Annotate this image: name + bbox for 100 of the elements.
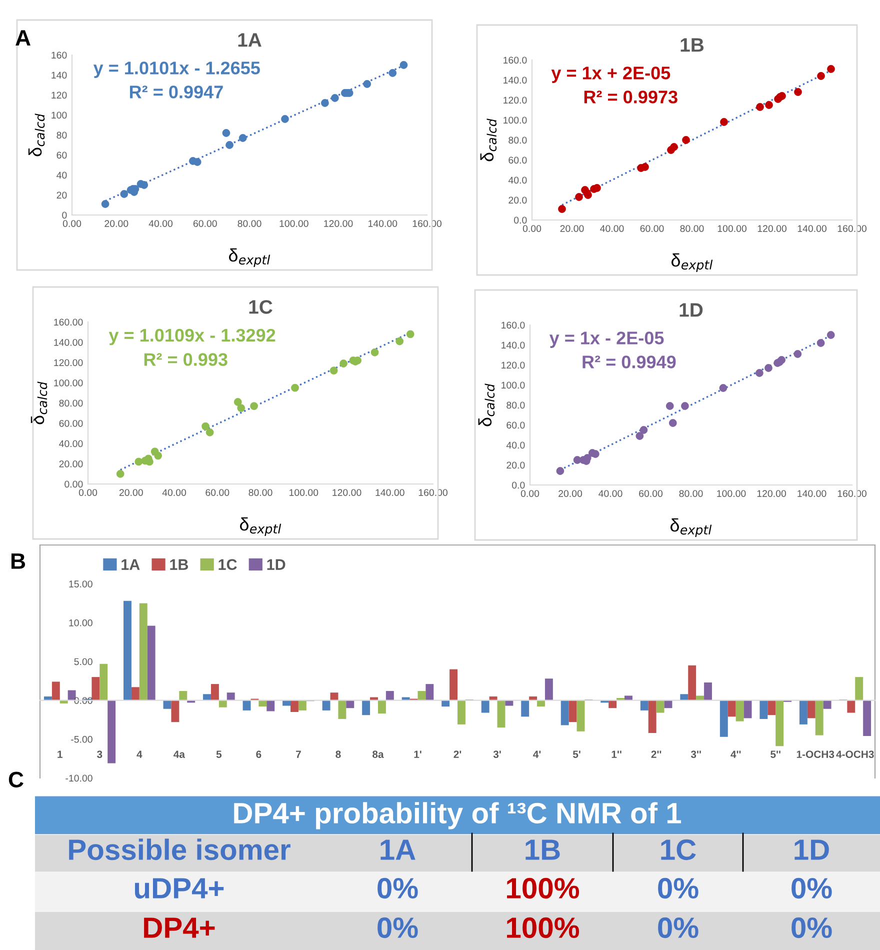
annotation: y = 1x + 2E-05 — [551, 66, 670, 83]
text: 0% — [792, 917, 832, 938]
chart-title: 1A — [238, 33, 262, 47]
y-tick-label: 40.0 — [506, 442, 525, 449]
annotation: R² = 0.993 — [144, 353, 228, 366]
legend-label: 1C — [218, 559, 237, 570]
x-tick-label: 40.00 — [162, 489, 186, 496]
x-tick-label: 2'' — [651, 750, 662, 758]
x-tick-label: 20.00 — [558, 490, 582, 497]
text: C — [8, 772, 24, 788]
y-tick-label: 160.0 — [502, 322, 525, 329]
y-tick-label: 80.00 — [59, 400, 83, 407]
y-tick-label: 120.0 — [502, 362, 525, 369]
x-tick-label: 2' — [454, 750, 462, 758]
x-tick-label: 80.00 — [680, 225, 704, 232]
y-tick-label: 100.00 — [54, 379, 83, 386]
x-tick-label: 6 — [256, 750, 262, 758]
y-tick-label: 100.0 — [502, 382, 525, 389]
x-tick-label: 5 — [216, 750, 222, 758]
x-tick-label: 80.00 — [679, 490, 703, 497]
x-tick-label: 5' — [572, 750, 580, 758]
x-tick-label: 1' — [414, 750, 422, 758]
x-axis-title: δ$_{exptl}$ — [670, 518, 712, 538]
y-tick-label: 80 — [56, 132, 67, 139]
y-tick-label: 20.0 — [508, 196, 527, 204]
y-tick-label: 140.0 — [504, 76, 527, 84]
category-label: DP4+ — [144, 918, 215, 938]
x-tick-label: 140.00 — [798, 225, 826, 232]
x-tick-label: 100.00 — [717, 490, 746, 497]
x-tick-label: 8a — [372, 750, 384, 758]
y-tick-label: 120.00 — [54, 359, 83, 366]
y-tick-label: 80.0 — [506, 402, 525, 409]
text: Possible isomer — [69, 838, 290, 860]
text: 0% — [378, 917, 418, 938]
y-tick-label: 15.00 — [69, 580, 92, 588]
annotation: R² = 0.9947 — [130, 86, 223, 98]
x-tick-label: 140.00 — [798, 490, 826, 497]
x-tick-label: 120.00 — [332, 489, 362, 496]
x-tick-label: 40.00 — [148, 220, 173, 227]
x-tick-label: 0.00 — [520, 490, 540, 497]
annotation: y = 1x - 2E-05 — [549, 332, 664, 348]
x-tick-label: 20.00 — [119, 489, 143, 496]
y-tick-label: 40 — [56, 172, 67, 179]
category-label: 1D — [794, 840, 829, 860]
y-tick-label: 20.0 — [506, 462, 525, 469]
x-tick-label: 60.00 — [206, 489, 230, 496]
legend-label: 1D — [267, 559, 286, 570]
x-tick-label: 60.00 — [193, 220, 217, 227]
annotation: y = 1.0109x - 1.3292 — [108, 328, 276, 346]
y-tick-label: 60.00 — [59, 420, 83, 427]
legend-label: 1A — [122, 559, 140, 570]
x-tick-label: 120.00 — [758, 225, 786, 232]
y-tick-label: 40.0 — [508, 176, 527, 184]
text: 0% — [658, 917, 698, 938]
text: DP4+ probability of ¹³C NMR of 1 — [234, 802, 682, 830]
x-axis-title: δ$_{exptl}$ — [228, 248, 270, 268]
y-axis-title: δ$_{calcd}$ — [480, 118, 497, 162]
x-tick-label: 100.00 — [718, 225, 746, 232]
x-tick-label: 4a — [174, 750, 186, 758]
category-label: 1C — [661, 839, 696, 860]
text: 0% — [658, 878, 698, 899]
y-axis-title: δ$_{calcd}$ — [30, 382, 48, 424]
y-tick-label: -5.00 — [71, 736, 92, 743]
category-label: 1B — [526, 840, 560, 860]
y-tick-label: 40.00 — [59, 440, 83, 448]
x-axis-title: δ$_{exptl}$ — [240, 517, 282, 536]
text: 100% — [507, 878, 580, 899]
text: A — [16, 30, 30, 46]
y-tick-label: 140.00 — [54, 338, 83, 346]
x-tick-label: 3' — [493, 750, 501, 758]
x-tick-label: 100.00 — [280, 220, 308, 227]
y-tick-label: 20 — [56, 192, 67, 199]
y-axis-title: δ$_{calcd}$ — [28, 114, 45, 156]
y-tick-label: 60.0 — [508, 156, 527, 164]
y-axis-title: δ$_{calcd}$ — [478, 384, 495, 426]
x-tick-label: 60.00 — [639, 490, 663, 497]
x-tick-label: 40.00 — [598, 490, 622, 497]
text: 0% — [378, 878, 418, 899]
x-tick-label: 100.00 — [290, 489, 318, 496]
y-tick-label: -10.00 — [66, 774, 92, 782]
annotation: y = 1.0101x - 1.2655 — [93, 62, 260, 78]
x-tick-label: 60.00 — [640, 225, 664, 232]
x-tick-label: 1-OCH3 — [796, 750, 834, 758]
x-tick-label: 120.00 — [324, 220, 353, 227]
text: 100% — [507, 917, 580, 938]
x-tick-label: 40.00 — [600, 225, 624, 232]
annotation: R² = 0.9949 — [582, 356, 676, 368]
y-tick-label: 100.0 — [504, 116, 527, 124]
chart-title: 1B — [680, 38, 704, 52]
x-tick-label: 3'' — [690, 750, 701, 758]
x-tick-label: 4 — [136, 750, 142, 758]
x-tick-label: 8 — [336, 750, 341, 758]
chart-title: 1D — [680, 303, 703, 317]
x-tick-label: 80.00 — [238, 220, 262, 227]
x-tick-label: 5'' — [770, 750, 780, 758]
category-label: 1A — [380, 840, 416, 860]
x-tick-label: 4-OCH3 — [836, 750, 874, 758]
y-tick-label: 160.0 — [504, 56, 527, 64]
x-tick-label: 1'' — [612, 750, 622, 758]
y-tick-label: 0.0 — [512, 482, 525, 489]
